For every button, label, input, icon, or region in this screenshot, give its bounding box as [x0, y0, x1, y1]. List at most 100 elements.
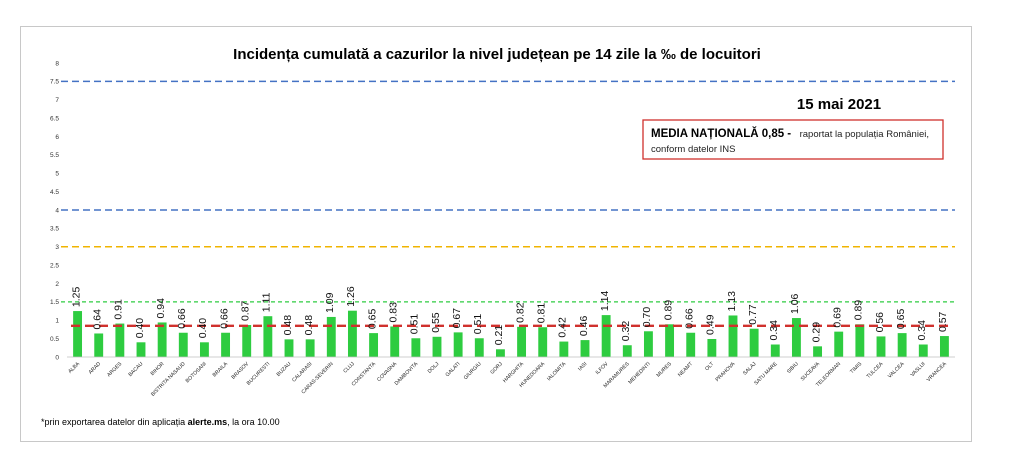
bar — [390, 326, 400, 357]
x-tick-label: SUCEAVA — [800, 361, 822, 383]
value-label: 0.66 — [218, 308, 230, 329]
note-line-1: MEDIA NAȚIONALĂ 0,85 - raportat la popul… — [651, 124, 929, 141]
x-tick-label: VASLUI — [910, 361, 927, 378]
bar — [94, 333, 104, 357]
note-bold: MEDIA NAȚIONALĂ 0,85 - — [651, 127, 791, 140]
bar — [897, 333, 907, 357]
x-tick-label: SIBIU — [786, 361, 800, 375]
x-tick-label: SALAJ — [742, 361, 758, 377]
footnote: *prin exportarea datelor din aplicația a… — [41, 417, 280, 427]
value-label: 1.25 — [70, 286, 82, 307]
value-label: 0.57 — [937, 311, 949, 332]
x-tick-label: ALBA — [67, 361, 81, 375]
x-tick-label: OLT — [704, 361, 716, 373]
footnote-bold: alerte.ms — [188, 417, 228, 427]
x-tick-label: BRASOV — [231, 361, 251, 381]
x-tick-label: NEAMT — [677, 361, 695, 379]
value-label: 1.09 — [324, 292, 336, 313]
value-label: 0.29 — [810, 322, 822, 343]
value-label: 0.94 — [155, 298, 167, 319]
value-label: 0.51 — [409, 314, 421, 335]
value-label: 0.49 — [705, 314, 717, 335]
bar — [157, 322, 167, 357]
y-tick-label: 6.5 — [50, 115, 59, 122]
y-tick-label: 2.5 — [50, 262, 59, 269]
y-tick-label: 0 — [55, 354, 59, 361]
value-label: 0.89 — [662, 300, 674, 321]
bar — [918, 344, 928, 357]
reference-lines — [61, 80, 955, 303]
value-label: 0.34 — [768, 320, 780, 341]
bar — [517, 326, 527, 357]
note-rest-1: raportat la populația României, — [800, 129, 929, 140]
bar — [791, 318, 801, 357]
value-label: 0.40 — [197, 318, 209, 339]
value-labels: 1.25 0.64 0.91 0.40 0.94 0.66 0.40 0.66 0.87 1.11… — [70, 286, 949, 345]
bar — [728, 315, 738, 357]
bar — [495, 349, 505, 357]
value-label: 0.89 — [853, 300, 865, 321]
y-tick-label: 3 — [55, 244, 59, 251]
x-tick-label: GIURGIU — [463, 361, 483, 381]
value-label: 0.46 — [578, 315, 590, 336]
value-label: 0.48 — [303, 315, 315, 336]
bar — [876, 336, 886, 357]
value-label: 1.13 — [726, 291, 738, 312]
bar — [263, 316, 273, 357]
bar — [834, 331, 844, 357]
y-tick-label: 4.5 — [50, 189, 59, 196]
bar — [643, 331, 653, 357]
x-tick-label: ARAD — [88, 361, 103, 376]
y-tick-label: 3.5 — [50, 226, 59, 233]
x-tick-label: DOLJ — [427, 361, 441, 375]
y-tick-label: 0.5 — [50, 336, 59, 343]
value-label: 0.65 — [895, 309, 907, 330]
bar — [580, 340, 590, 357]
y-tick-label: 4 — [55, 207, 59, 214]
national-average-note: MEDIA NAȚIONALĂ 0,85 - raportat la popul… — [642, 119, 944, 160]
x-tick-label: GALATI — [445, 361, 462, 378]
x-tick-label: SATU MARE — [753, 361, 779, 387]
bar — [73, 311, 83, 357]
bar — [813, 346, 823, 357]
x-tick-label: BOTOSANI — [185, 361, 208, 384]
bar — [432, 336, 442, 357]
x-tick-label: DAMBOVITA — [394, 361, 420, 387]
x-tick-label: BACAU — [128, 361, 145, 378]
bar — [749, 328, 759, 357]
note-box — [642, 119, 944, 160]
value-label: 0.69 — [831, 307, 843, 328]
bar — [284, 339, 294, 357]
bar — [538, 327, 548, 357]
value-label: 0.51 — [472, 314, 484, 335]
value-label: 0.42 — [557, 317, 569, 338]
value-label: 0.91 — [113, 299, 125, 320]
value-label: 0.21 — [493, 325, 505, 346]
footnote-suffix: , la ora 10.00 — [227, 417, 280, 427]
value-label: 0.70 — [641, 307, 653, 328]
bar — [199, 342, 209, 357]
y-tick-label: 2 — [55, 281, 59, 288]
bar — [686, 332, 696, 357]
y-tick-label: 6 — [55, 134, 59, 141]
y-tick-label: 7.5 — [50, 79, 59, 86]
x-tick-label: BRAILA — [212, 361, 230, 379]
bar — [411, 338, 421, 357]
bar — [221, 332, 231, 357]
chart-title: Incidența cumulată a cazurilor la nivel … — [233, 46, 761, 63]
value-label: 0.66 — [176, 308, 188, 329]
bar — [326, 316, 336, 357]
x-tick-label: TULCEA — [866, 361, 885, 380]
bar — [939, 336, 949, 357]
x-tick-label: MURES — [655, 361, 673, 379]
x-tick-label: MEHEDINTI — [627, 361, 651, 385]
value-label: 0.40 — [134, 318, 146, 339]
x-tick-label: VRANCEA — [926, 361, 948, 383]
x-tick-label: BIHOR — [150, 361, 166, 377]
value-label: 0.77 — [747, 304, 759, 325]
y-tick-label: 1 — [55, 318, 59, 325]
bar — [601, 315, 611, 357]
note-line-2: conform datelor INS — [651, 144, 735, 155]
x-tick-label: VALCEA — [887, 361, 906, 380]
footnote-prefix: *prin exportarea datelor din aplicația — [41, 417, 188, 427]
